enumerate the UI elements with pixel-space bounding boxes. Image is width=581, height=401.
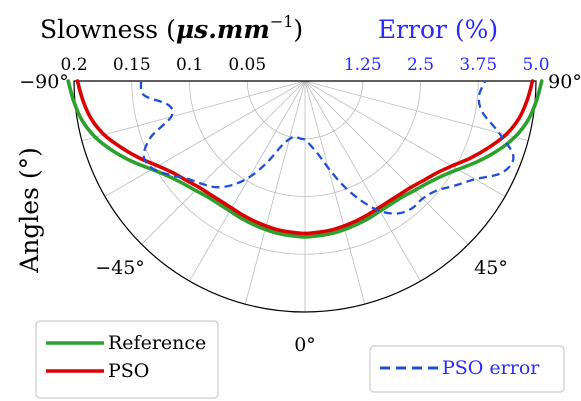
grid-radial: [304, 80, 366, 305]
legend-label: PSO error: [442, 357, 540, 379]
error-tick-label: 1.25: [344, 55, 382, 75]
slowness-tick-label: 0.2: [60, 55, 87, 75]
outer-boundary: [73, 80, 537, 313]
angle-tick-label: 45°: [474, 257, 508, 279]
plot-frame: [73, 80, 537, 313]
error-tick-label: 2.5: [407, 55, 434, 75]
error-axis-title: Error (%): [378, 15, 498, 44]
axis-labels: 0.2 0.15 0.1 0.05 1.25 2.5 3.75 5.0 Slowness (μs…: [15, 12, 581, 356]
angle-tick-label: −45°: [95, 257, 145, 279]
angle-axis-title: Angles (°): [15, 147, 44, 274]
grid-radial: [304, 80, 529, 142]
legend-frame: [35, 320, 219, 399]
slowness-tick-label: 0.05: [228, 55, 266, 75]
grid-radial: [189, 80, 306, 282]
series-line-pso-error: [139, 80, 515, 215]
slowness-tick-label: 0.15: [113, 55, 151, 75]
grid-radial: [81, 80, 306, 142]
legend-label: Reference: [108, 332, 206, 354]
grid-radial: [304, 80, 506, 197]
angle-tick-label: −90°: [19, 71, 69, 93]
grid-radial: [141, 80, 306, 245]
legend-right: PSO error: [369, 345, 565, 393]
slowness-tick-label: 0.1: [176, 55, 203, 75]
angle-tick-label: 90°: [548, 71, 581, 93]
error-tick-label: 5.0: [522, 55, 549, 75]
grid-radial: [304, 80, 421, 282]
angle-tick-label: 0°: [294, 334, 316, 356]
grid-radial: [304, 80, 469, 245]
series-layer: [66, 79, 544, 239]
legend-label: PSO: [108, 360, 149, 382]
legend-frame: [369, 345, 565, 393]
slowness-axis-title: Slowness (μs.mm−1): [40, 12, 303, 44]
grid-radial: [244, 80, 306, 305]
legend-left: Reference PSO: [35, 320, 219, 399]
error-tick-label: 3.75: [459, 55, 497, 75]
polar-grid: [81, 80, 529, 312]
series-line-pso: [75, 79, 535, 236]
grid-radial: [104, 80, 306, 197]
legends: Reference PSO PSO error: [35, 320, 565, 399]
